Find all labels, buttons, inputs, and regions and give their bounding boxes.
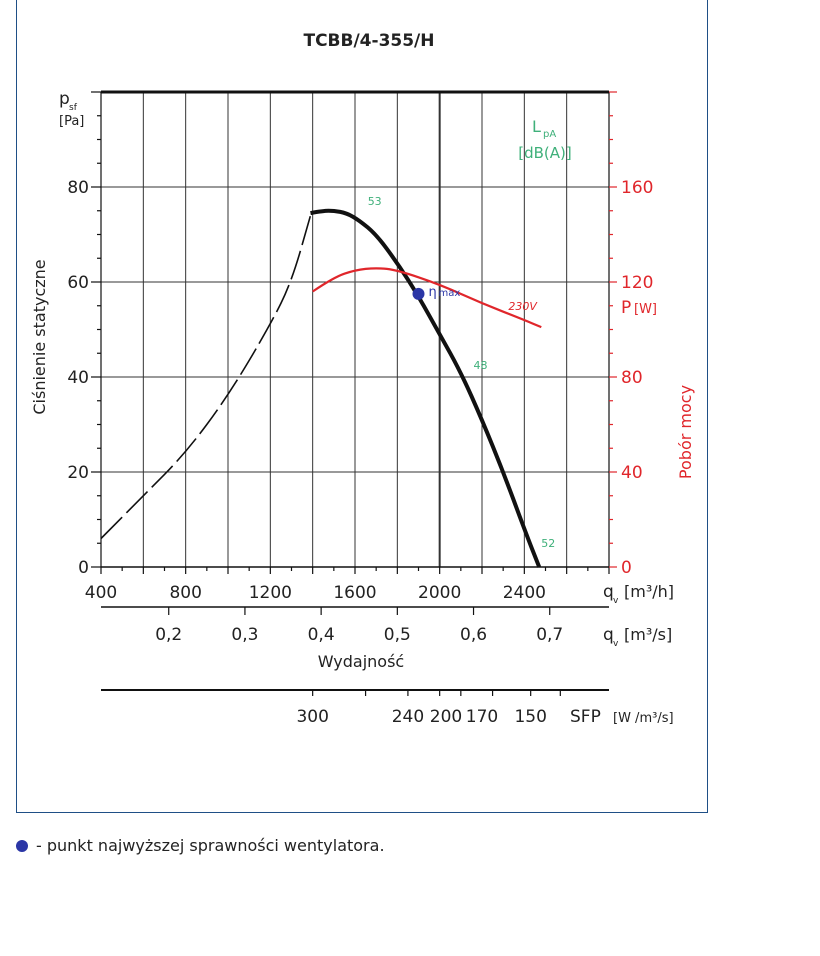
secondary-x-axis-label: Wydajność — [318, 652, 404, 671]
secondary-x-tick-label: 0,6 — [460, 625, 487, 645]
y-tick-label: 0 — [78, 558, 89, 578]
sound-level-label: 48 — [474, 359, 488, 372]
power-axis-symbol: P — [621, 298, 631, 318]
x-tick-label: 400 — [85, 583, 117, 603]
power-tick-label: 160 — [621, 178, 653, 198]
sfp-axis-label: SFP — [570, 707, 601, 727]
y-tick-label: 80 — [67, 178, 89, 198]
secondary-x-tick-label: 0,5 — [384, 625, 411, 645]
sfp-tick-label: 240 — [392, 707, 424, 727]
x-tick-label: 2000 — [418, 583, 461, 603]
sfp-axis-unit: [W /m³/s] — [613, 711, 674, 726]
y-axis-label: Ciśnienie statyczne — [30, 259, 49, 414]
series-power — [312, 267, 542, 329]
chart-frame: 230V 0 20 40 60 80 400 800 1200 1600 2000 2400 0 40 8… — [16, 0, 708, 813]
series-label-power: 230V — [508, 300, 538, 313]
secondary-x-symbol-sub: v — [613, 639, 619, 649]
lpa-unit: [dB(A)] — [518, 144, 571, 162]
lower-axes: 0,2 0,3 0,4 0,5 0,6 0,7 300 240 200 170 150 — [101, 606, 609, 727]
lpa-symbol-sub: pA — [543, 129, 556, 140]
y-axis-symbol-sub: sf — [69, 103, 78, 113]
ticks: 0 20 40 60 80 400 800 1200 1600 2000 2400 0 40 80 120 1… — [67, 91, 653, 603]
fan-performance-chart: 230V 0 20 40 60 80 400 800 1200 1600 2000 2400 0 40 8… — [30, 31, 695, 727]
grid — [101, 92, 609, 567]
series-pressure-unstable — [100, 215, 312, 540]
legend-note: - punkt najwyższej sprawności wentylator… — [16, 836, 385, 855]
max-efficiency-label: η — [429, 285, 437, 300]
power-axis-unit: [W] — [634, 302, 657, 317]
x-tick-label: 1600 — [333, 583, 376, 603]
power-tick-label: 120 — [621, 273, 653, 293]
x-axis-symbol: q — [603, 582, 614, 602]
x-axis-unit: [m³/h] — [624, 582, 674, 601]
sfp-tick-label: 200 — [430, 707, 462, 727]
y-tick-label: 40 — [67, 368, 89, 388]
secondary-x-tick-label: 0,3 — [231, 625, 258, 645]
secondary-x-symbol: q — [603, 625, 614, 645]
sound-level-label: 53 — [368, 195, 382, 208]
lpa-symbol: L — [532, 117, 541, 136]
x-tick-label: 800 — [169, 583, 201, 603]
max-efficiency-label-sub: max — [439, 288, 461, 299]
secondary-x-tick-label: 0,2 — [155, 625, 182, 645]
max-efficiency-point — [412, 287, 425, 300]
power-tick-label: 80 — [621, 368, 643, 388]
sound-level-label: 52 — [541, 537, 555, 550]
power-axis-label: Pobór mocy — [676, 385, 695, 479]
secondary-x-unit: [m³/s] — [624, 625, 672, 644]
y-axis-unit: [Pa] — [59, 114, 84, 129]
power-tick-label: 40 — [621, 463, 643, 483]
power-tick-label: 0 — [621, 558, 632, 578]
legend-note-text: - punkt najwyższej sprawności wentylator… — [36, 836, 385, 855]
secondary-x-tick-label: 0,7 — [536, 625, 563, 645]
y-tick-label: 20 — [67, 463, 89, 483]
secondary-x-tick-label: 0,4 — [308, 625, 335, 645]
max-efficiency-dot-icon — [16, 839, 28, 852]
sfp-tick-label: 300 — [296, 707, 328, 727]
x-axis-symbol-sub: v — [613, 596, 619, 606]
sfp-tick-label: 150 — [514, 707, 546, 727]
chart-title: TCBB/4-355/H — [303, 31, 434, 51]
y-axis-symbol: p — [59, 89, 70, 109]
x-tick-label: 1200 — [249, 583, 292, 603]
curves: 230V — [100, 208, 542, 568]
x-tick-label: 2400 — [503, 583, 546, 603]
series-pressure — [310, 208, 542, 568]
sfp-tick-label: 170 — [466, 707, 498, 727]
labels: TCBB/4-355/H 53 48 52 η max p sf[Pa] Ciśnienie s… — [30, 31, 695, 727]
y-tick-label: 60 — [67, 273, 89, 293]
